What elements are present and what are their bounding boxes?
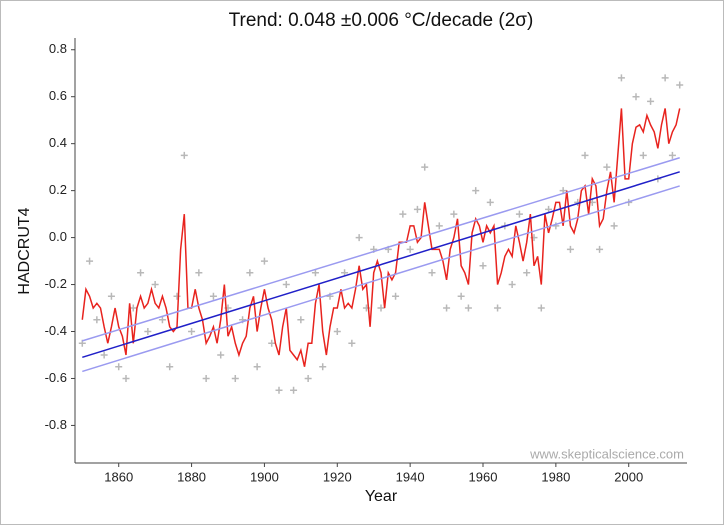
data-point: [144, 328, 152, 336]
data-point: [129, 304, 137, 312]
series-line: [82, 171, 680, 359]
data-point: [78, 339, 86, 347]
data-point: [282, 281, 290, 289]
data-point: [333, 328, 341, 336]
data-point: [435, 222, 443, 230]
data-point: [661, 74, 669, 82]
data-point: [122, 374, 130, 382]
y-tick-label: -0.4: [45, 323, 67, 338]
x-tick-label: 1860: [104, 469, 133, 484]
x-axis-title: Year: [365, 488, 398, 505]
y-tick-label: 0.6: [49, 88, 67, 103]
x-tick-label: 1940: [396, 469, 425, 484]
series-line: [82, 157, 680, 342]
y-tick-label: -0.8: [45, 417, 67, 432]
data-point: [443, 304, 451, 312]
data-point: [508, 281, 516, 289]
data-point: [355, 234, 363, 242]
data-point: [253, 363, 261, 371]
data-point: [392, 292, 400, 300]
data-point: [472, 187, 480, 195]
y-tick-label: 0.0: [49, 229, 67, 244]
data-point: [86, 257, 94, 265]
data-point: [107, 292, 115, 300]
data-point: [311, 269, 319, 277]
data-point: [158, 316, 166, 324]
x-tick-label: 1960: [469, 469, 498, 484]
data-point: [246, 269, 254, 277]
data-point: [115, 363, 123, 371]
data-point: [464, 304, 472, 312]
watermark: www.skepticalscience.com: [529, 446, 684, 461]
data-point: [304, 374, 312, 382]
data-point: [639, 151, 647, 159]
data-point: [676, 81, 684, 89]
data-point: [545, 205, 553, 213]
data-point: [151, 281, 159, 289]
x-tick-label: 1980: [541, 469, 570, 484]
data-point: [319, 363, 327, 371]
data-point: [93, 316, 101, 324]
data-point: [275, 386, 283, 394]
data-point: [217, 351, 225, 359]
data-point: [188, 328, 196, 336]
plot-area: -0.8 -0.6 -0.4 -0.2 0.0 0.2 0.4 0.6 0.8 1860 1880 1…: [45, 38, 687, 484]
data-point: [268, 339, 276, 347]
y-tick-label: 0.4: [49, 135, 67, 150]
data-point: [668, 151, 676, 159]
data-point: [566, 245, 574, 253]
data-point: [290, 386, 298, 394]
data-point: [406, 245, 414, 253]
data-point: [632, 93, 640, 101]
data-point: [581, 151, 589, 159]
data-point: [202, 374, 210, 382]
data-point: [596, 245, 604, 253]
y-tick-label: 0.8: [49, 41, 67, 56]
x-tick-label: 1880: [177, 469, 206, 484]
data-point: [377, 304, 385, 312]
data-point: [494, 304, 502, 312]
series-line: [82, 185, 680, 373]
data-point: [173, 292, 181, 300]
data-point: [617, 74, 625, 82]
x-tick-label: 2000: [614, 469, 643, 484]
data-point: [603, 163, 611, 171]
y-tick-label: -0.2: [45, 276, 67, 291]
data-point: [399, 210, 407, 218]
x-tick-label: 1920: [323, 469, 352, 484]
series-line: [81, 108, 681, 367]
data-point: [100, 351, 108, 359]
data-point: [166, 363, 174, 371]
chart-title: Trend: 0.048 ±0.006 °C/decade (2σ): [229, 10, 534, 31]
data-point: [260, 257, 268, 265]
x-tick-label: 1900: [250, 469, 279, 484]
data-point: [523, 269, 531, 277]
data-point: [209, 292, 217, 300]
data-point: [348, 339, 356, 347]
data-point: [195, 269, 203, 277]
data-point: [297, 316, 305, 324]
data-point: [610, 222, 618, 230]
data-point: [421, 163, 429, 171]
data-point: [413, 205, 421, 213]
y-axis-title: HADCRUT4: [16, 207, 33, 294]
data-point: [537, 304, 545, 312]
data-point: [180, 151, 188, 159]
data-point: [479, 262, 487, 270]
data-point: [450, 210, 458, 218]
data-point: [486, 198, 494, 206]
data-point: [428, 269, 436, 277]
data-point: [457, 292, 465, 300]
y-tick-label: 0.2: [49, 182, 67, 197]
data-point: [515, 210, 523, 218]
data-point: [137, 269, 145, 277]
data-point: [647, 97, 655, 105]
data-point: [231, 374, 239, 382]
y-tick-label: -0.6: [45, 370, 67, 385]
